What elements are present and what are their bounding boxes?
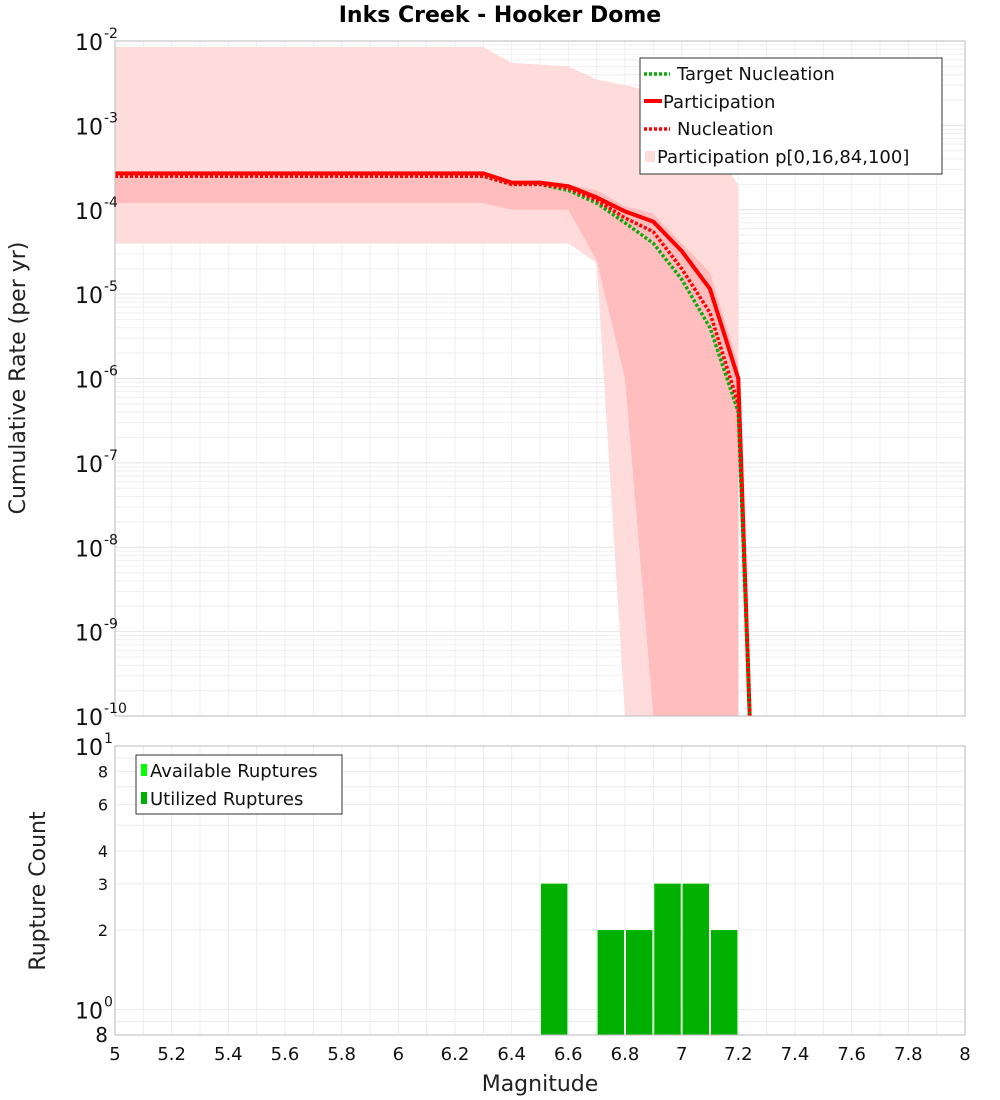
rate-y-tick-label: 10 xyxy=(75,622,103,647)
x-axis-label: Magnitude xyxy=(482,1072,599,1097)
rupture-y-tick-label: 4 xyxy=(98,842,108,861)
magnitude-x-ticks: 5 5.2 5.4 5.6 5.8 6 6.2 6.4 6.6 6.8 7 7.2 7.4 7.6 7.8 8 xyxy=(109,1044,970,1065)
utilized-rupture-bar xyxy=(682,883,709,1035)
rate-y-tick-label: 10 xyxy=(75,369,103,394)
legend-utilized-label: Utilized Ruptures xyxy=(150,789,303,810)
rupture-y-decade-exponent: 1 xyxy=(104,731,113,747)
rate-y-tick-exponent: -9 xyxy=(104,617,118,633)
legend-available-label: Available Ruptures xyxy=(150,761,318,782)
magnitude-tick-label: 7.4 xyxy=(781,1044,810,1065)
magnitude-tick-label: 7 xyxy=(676,1044,687,1065)
magnitude-tick-label: 7.2 xyxy=(724,1044,753,1065)
rupture-y-decade-exponent: 0 xyxy=(104,994,113,1010)
rate-y-tick-label: 10 xyxy=(75,31,103,56)
legend-target-nucleation-label: Target Nucleation xyxy=(676,64,835,85)
rate-y-tick-label: 10 xyxy=(75,453,103,478)
legend-available-swatch xyxy=(141,764,147,776)
rupture-y-axis-label: Rupture Count xyxy=(26,811,51,971)
participation-band xyxy=(115,47,739,716)
utilized-rupture-bar xyxy=(626,930,653,1035)
rate-legend-box xyxy=(639,57,943,175)
rate-plot: 10-210-310-410-510-610-710-810-910-10 Cu… xyxy=(6,26,966,731)
rate-y-tick-exponent: -2 xyxy=(104,26,118,42)
utilized-rupture-bar xyxy=(597,930,624,1035)
rate-y-ticks: 10-210-310-410-510-610-710-810-910-10 xyxy=(75,26,127,731)
rupture-y-tick-label: 6 xyxy=(98,795,108,814)
legend-utilized-swatch xyxy=(141,792,147,804)
rate-y-tick-exponent: -7 xyxy=(104,448,118,464)
rupture-plot-frame xyxy=(114,745,966,1036)
rate-y-tick-label: 10 xyxy=(75,706,103,731)
utilized-rupture-bar xyxy=(541,883,568,1035)
magnitude-tick-label: 6 xyxy=(393,1044,404,1065)
magnitude-tick-label: 6.4 xyxy=(497,1044,526,1065)
magnitude-tick-label: 5.6 xyxy=(271,1044,300,1065)
rate-series-lines xyxy=(115,171,752,717)
rate-y-tick-exponent: -10 xyxy=(104,701,127,717)
magnitude-tick-label: 5.2 xyxy=(157,1044,186,1065)
rate-y-tick-exponent: -8 xyxy=(104,532,118,548)
magnitude-tick-label: 5 xyxy=(109,1044,120,1065)
rate-y-tick-exponent: -6 xyxy=(104,364,118,380)
rupture-y-decade-label: 10 xyxy=(75,736,103,761)
chart-title: Inks Creek - Hooker Dome xyxy=(339,3,661,28)
magnitude-tick-label: 5.8 xyxy=(327,1044,356,1065)
rate-y-tick-exponent: -3 xyxy=(104,110,118,126)
magnitude-tick-label: 6.6 xyxy=(554,1044,583,1065)
legend-nucleation-label: Nucleation xyxy=(677,119,773,140)
rupture-y-decade-label: 10 xyxy=(75,999,103,1024)
magnitude-tick-label: 6.8 xyxy=(611,1044,640,1065)
nucleation-line xyxy=(115,174,752,717)
rupture-y-bottom-label: 8 xyxy=(95,1023,108,1047)
rate-legend: Target Nucleation Participation Nucleati… xyxy=(639,57,943,175)
rupture-y-tick-label: 3 xyxy=(98,875,108,894)
rupture-bars xyxy=(541,883,738,1035)
participation-band-inner xyxy=(115,173,739,716)
legend-participation-band-swatch xyxy=(645,151,655,162)
legend-participation-band-label: Participation p[0,16,84,100] xyxy=(657,147,909,168)
rate-y-tick-label: 10 xyxy=(75,284,103,309)
rate-y-tick-label: 10 xyxy=(75,200,103,225)
rate-y-tick-label: 10 xyxy=(75,537,103,562)
participation-line xyxy=(115,171,752,717)
legend-participation-label: Participation xyxy=(663,92,775,113)
rupture-y-tick-label: 2 xyxy=(98,921,108,940)
magnitude-tick-label: 5.4 xyxy=(214,1044,243,1065)
rate-y-tick-label: 10 xyxy=(75,115,103,140)
rate-y-tick-exponent: -5 xyxy=(104,279,118,295)
rate-plot-frame xyxy=(114,40,966,717)
magnitude-tick-label: 7.8 xyxy=(894,1044,923,1065)
magnitude-tick-label: 7.6 xyxy=(837,1044,866,1065)
rupture-legend-box xyxy=(135,754,343,815)
rupture-y-tick-label: 8 xyxy=(98,763,108,782)
utilized-rupture-bar xyxy=(711,930,738,1035)
magnitude-tick-label: 8 xyxy=(959,1044,970,1065)
rate-y-axis-label: Cumulative Rate (per yr) xyxy=(6,242,31,515)
rupture-legend: Available Ruptures Utilized Ruptures xyxy=(135,754,343,815)
utilized-rupture-bar xyxy=(654,883,681,1035)
magnitude-tick-label: 6.2 xyxy=(441,1044,470,1065)
rate-y-tick-exponent: -4 xyxy=(104,195,118,211)
